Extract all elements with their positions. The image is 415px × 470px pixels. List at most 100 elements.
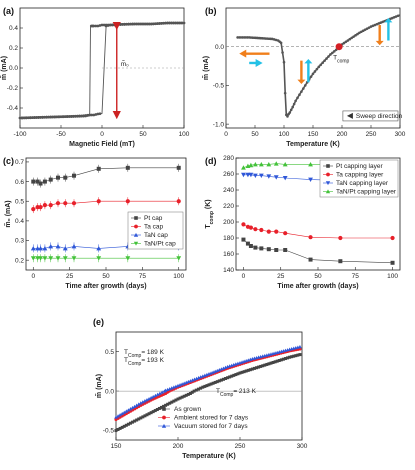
data-point bbox=[137, 417, 141, 421]
panel-label-a: (a) bbox=[3, 6, 14, 16]
data-point bbox=[102, 23, 106, 27]
data-point bbox=[128, 407, 133, 411]
data-point bbox=[248, 172, 254, 178]
y-axis-label: m̃₀ (mA) bbox=[5, 200, 12, 227]
data-point bbox=[31, 206, 36, 212]
x-tick-label: 25 bbox=[277, 273, 285, 280]
legend-marker bbox=[134, 224, 138, 229]
data-point bbox=[283, 91, 287, 95]
data-point bbox=[311, 72, 315, 76]
data-point bbox=[259, 364, 263, 368]
data-point bbox=[164, 403, 168, 407]
data-point bbox=[134, 403, 139, 407]
data-point bbox=[153, 22, 157, 26]
y-tick-label: 0.2 bbox=[15, 257, 24, 264]
panel-label-c: (c) bbox=[3, 156, 14, 166]
data-point bbox=[241, 172, 246, 178]
hysteresis-branch bbox=[19, 22, 184, 119]
data-point bbox=[136, 402, 141, 406]
data-point bbox=[139, 22, 143, 26]
legend-label: TaN/Pt cap bbox=[144, 241, 176, 248]
y-tick-label: -1.0 bbox=[213, 121, 225, 128]
x-tick-label: 300 bbox=[297, 443, 308, 450]
data-point bbox=[390, 260, 395, 265]
y-tick-label: 280 bbox=[223, 155, 234, 162]
data-point bbox=[55, 115, 59, 119]
data-point bbox=[55, 201, 61, 206]
y-tick-label: 260 bbox=[223, 171, 234, 178]
data-point bbox=[250, 367, 254, 371]
data-point bbox=[269, 361, 273, 365]
legend-marker bbox=[326, 164, 330, 168]
data-point bbox=[124, 409, 129, 413]
data-point bbox=[315, 67, 319, 71]
data-point bbox=[258, 162, 264, 167]
data-point bbox=[178, 21, 182, 25]
data-point bbox=[114, 429, 118, 433]
data-point bbox=[180, 21, 184, 25]
data-point bbox=[159, 405, 163, 409]
data-point bbox=[166, 402, 170, 406]
data-point bbox=[118, 412, 122, 417]
data-point bbox=[252, 173, 258, 178]
x-tick-label: 0 bbox=[224, 131, 228, 138]
data-point bbox=[147, 396, 151, 401]
data-point bbox=[325, 57, 328, 60]
panel-a-hysteresis: -100 -50 0 50 100 -0.4 -0.2 0.0 0.2 0.4 Magnetic F… bbox=[1, 7, 190, 148]
data-point bbox=[149, 411, 153, 415]
data-point bbox=[261, 364, 265, 368]
data-point bbox=[298, 93, 301, 97]
y-tick-label: 160 bbox=[223, 251, 234, 258]
data-point bbox=[313, 70, 317, 73]
data-point bbox=[56, 175, 60, 180]
data-point bbox=[127, 22, 131, 26]
data-point bbox=[224, 377, 228, 381]
data-point bbox=[291, 105, 295, 109]
data-point bbox=[321, 61, 324, 65]
data-point bbox=[120, 411, 124, 416]
data-point bbox=[248, 162, 254, 168]
x-tick-label: 100 bbox=[179, 131, 190, 138]
x-tick-label: 300 bbox=[395, 131, 406, 138]
y-axis-label: m̃ (mA) bbox=[96, 374, 103, 398]
data-point bbox=[303, 84, 307, 87]
x-tick-label: 50 bbox=[139, 131, 147, 138]
data-point bbox=[296, 353, 300, 357]
data-point bbox=[24, 116, 28, 120]
data-point bbox=[42, 203, 48, 208]
y-tick-label: 0.0 bbox=[9, 65, 18, 72]
data-point bbox=[273, 161, 279, 166]
cyan-arrow-up-head bbox=[304, 58, 313, 64]
data-point bbox=[329, 53, 332, 56]
data-point bbox=[242, 370, 246, 374]
data-point bbox=[241, 237, 246, 242]
orange-arrowhead bbox=[239, 49, 247, 58]
data-point bbox=[282, 60, 286, 64]
y-tick-label: 0.4 bbox=[15, 218, 24, 225]
y-tick-label: -0.5 bbox=[103, 428, 115, 435]
data-point bbox=[290, 355, 294, 359]
data-point bbox=[176, 165, 181, 170]
data-point bbox=[192, 389, 196, 393]
data-point bbox=[63, 175, 68, 180]
data-point bbox=[172, 399, 176, 403]
data-point bbox=[294, 354, 298, 358]
data-point bbox=[319, 63, 323, 67]
data-point bbox=[317, 65, 321, 69]
data-point bbox=[145, 397, 149, 402]
y-tick-label: -0.4 bbox=[7, 105, 19, 112]
data-point bbox=[45, 115, 49, 119]
legend-label: TaN capping layer bbox=[336, 180, 389, 187]
data-point bbox=[275, 359, 279, 363]
legend-marker bbox=[134, 216, 138, 220]
data-point bbox=[153, 393, 158, 398]
data-point bbox=[390, 235, 395, 241]
x-tick-label: 25 bbox=[66, 273, 74, 280]
data-point bbox=[267, 362, 271, 366]
data-point bbox=[28, 116, 32, 120]
data-point bbox=[358, 31, 361, 35]
x-tick-label: 75 bbox=[139, 273, 147, 280]
data-point bbox=[143, 399, 147, 403]
x-axis-label: Time after growth (days) bbox=[65, 283, 146, 290]
data-point bbox=[265, 362, 269, 366]
